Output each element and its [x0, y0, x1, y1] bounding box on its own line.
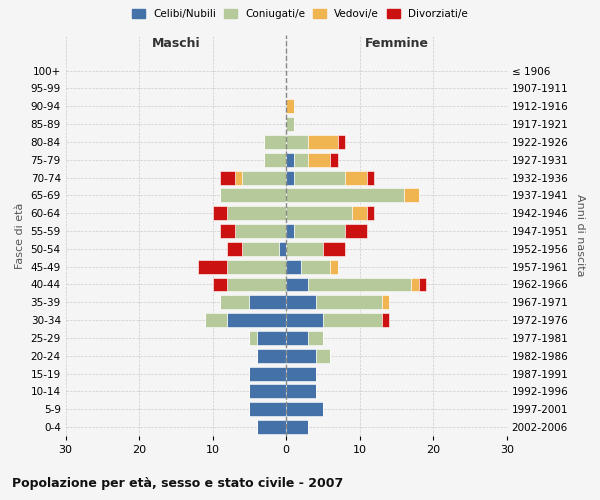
Bar — [352, 206, 367, 220]
Legend: Celibi/Nubili, Coniugati/e, Vedovi/e, Divorziati/e: Celibi/Nubili, Coniugati/e, Vedovi/e, Di… — [128, 5, 472, 24]
Bar — [308, 278, 411, 291]
Bar — [242, 242, 279, 256]
Bar — [286, 313, 323, 327]
Bar — [264, 153, 286, 166]
Bar — [323, 242, 345, 256]
Bar — [286, 402, 323, 416]
Y-axis label: Anni di nascita: Anni di nascita — [575, 194, 585, 276]
Bar — [235, 170, 242, 184]
Bar — [286, 170, 293, 184]
Bar — [308, 331, 323, 345]
Bar — [367, 206, 374, 220]
Bar — [250, 296, 286, 310]
Bar — [419, 278, 426, 291]
Bar — [212, 206, 227, 220]
Bar — [212, 278, 227, 291]
Bar — [227, 313, 286, 327]
Bar — [382, 296, 389, 310]
Bar — [227, 260, 286, 274]
Bar — [242, 170, 286, 184]
Bar — [286, 206, 352, 220]
Bar — [331, 153, 338, 166]
Bar — [301, 260, 331, 274]
Y-axis label: Fasce di età: Fasce di età — [15, 202, 25, 268]
Bar — [220, 296, 250, 310]
Bar — [286, 135, 308, 149]
Bar — [382, 313, 389, 327]
Bar — [316, 349, 331, 362]
Bar — [308, 153, 331, 166]
Bar — [286, 296, 316, 310]
Bar — [286, 224, 293, 238]
Bar — [235, 224, 286, 238]
Bar — [411, 278, 419, 291]
Bar — [286, 188, 404, 202]
Bar — [286, 100, 293, 113]
Bar — [345, 170, 367, 184]
Bar — [293, 224, 345, 238]
Bar — [250, 402, 286, 416]
Bar — [279, 242, 286, 256]
Bar — [227, 206, 286, 220]
Bar — [220, 224, 235, 238]
Bar — [286, 278, 308, 291]
Bar — [345, 224, 367, 238]
Bar — [338, 135, 345, 149]
Bar — [227, 242, 242, 256]
Bar — [286, 349, 316, 362]
Bar — [220, 188, 286, 202]
Text: Femmine: Femmine — [364, 38, 428, 51]
Bar — [286, 117, 293, 131]
Text: Popolazione per età, sesso e stato civile - 2007: Popolazione per età, sesso e stato civil… — [12, 477, 343, 490]
Bar — [286, 366, 316, 380]
Bar — [286, 153, 293, 166]
Bar — [404, 188, 419, 202]
Bar — [286, 260, 301, 274]
Text: Maschi: Maschi — [152, 38, 200, 51]
Bar — [250, 331, 257, 345]
Bar — [257, 331, 286, 345]
Bar — [308, 135, 338, 149]
Bar — [250, 384, 286, 398]
Bar — [323, 313, 382, 327]
Bar — [198, 260, 227, 274]
Bar — [286, 242, 323, 256]
Bar — [264, 135, 286, 149]
Bar — [367, 170, 374, 184]
Bar — [286, 384, 316, 398]
Bar — [205, 313, 227, 327]
Bar — [316, 296, 382, 310]
Bar — [286, 420, 308, 434]
Bar — [257, 420, 286, 434]
Bar — [331, 260, 338, 274]
Bar — [220, 170, 235, 184]
Bar — [286, 331, 308, 345]
Bar — [293, 170, 345, 184]
Bar — [257, 349, 286, 362]
Bar — [293, 153, 308, 166]
Bar — [250, 366, 286, 380]
Bar — [227, 278, 286, 291]
